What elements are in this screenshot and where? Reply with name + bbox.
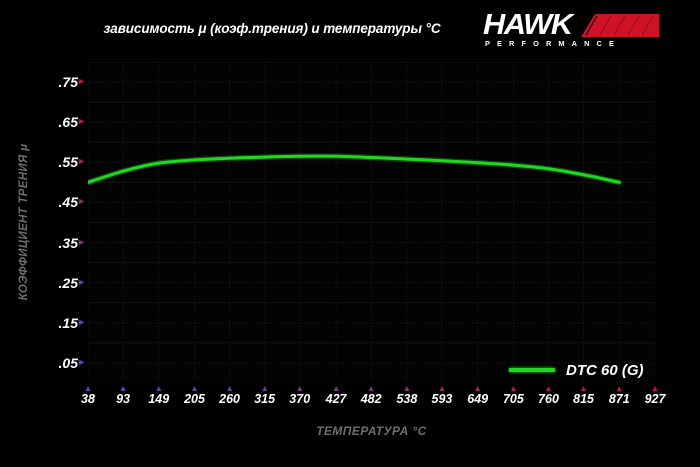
x-tick-marker: ▴ (652, 383, 658, 393)
x-tick-label: 538 (396, 392, 418, 406)
x-tick-label: 593 (431, 392, 453, 406)
x-tick-label: 482 (360, 392, 382, 406)
y-axis-tick-markers: ▸ ▸ ▸ ▸ ▸ ▸ ▸ ▸ (77, 62, 88, 383)
x-tick-marker: ▴ (156, 383, 162, 393)
x-tick-label: 370 (289, 392, 311, 406)
x-tick-marker: ▴ (333, 383, 339, 393)
y-axis-tick-labels: .75 .65 .55 .45 .35 .25 .15 .05 (32, 62, 78, 383)
x-tick-marker: ▴ (120, 383, 126, 393)
series-dtc-60-g (88, 153, 623, 186)
x-tick-label: 315 (254, 392, 276, 406)
legend-label-dtc-60-g: DTC 60 (G) (566, 361, 644, 379)
legend-swatch-dtc-60-g (509, 368, 555, 372)
x-tick-label: 149 (148, 392, 170, 406)
y-tick-marker: ▸ (78, 196, 85, 208)
x-tick-label: 427 (325, 392, 347, 406)
y-tick-label: .65 (58, 114, 78, 131)
y-tick-label: .25 (58, 274, 78, 291)
y-tick-label: .75 (58, 74, 78, 91)
y-tick-marker: ▸ (78, 356, 85, 368)
x-tick-marker: ▴ (85, 383, 91, 393)
x-tick-marker: ▴ (475, 383, 480, 393)
y-tick-label: .15 (58, 314, 78, 331)
x-tick-marker: ▴ (511, 383, 516, 393)
x-tick-marker: ▴ (192, 383, 197, 393)
x-tick-marker: ▴ (227, 383, 232, 393)
x-axis-title: ТЕМПЕРАТУРА °C (316, 424, 427, 438)
y-tick-marker: ▸ (78, 156, 85, 168)
logo-wordmark: HAWK (483, 9, 573, 41)
y-tick-marker: ▸ (78, 236, 85, 248)
x-tick-label: 38 (81, 392, 95, 406)
axis-lines (88, 62, 655, 383)
y-tick-label: .05 (58, 354, 78, 371)
y-tick-marker: ▸ (78, 76, 85, 88)
x-tick-label: 760 (538, 392, 559, 406)
x-tick-marker: ▴ (581, 383, 586, 393)
x-axis-tick-labels: 38 93 149 205 260 315 370 427 482 538 593 649 705 760… (81, 392, 665, 410)
x-tick-marker: ▴ (617, 383, 622, 393)
grid-lines (88, 62, 655, 383)
x-axis-tick-markers: ▴ ▴ ▴ ▴ ▴ ▴ ▴ ▴ ▴ ▴ ▴ ▴ ▴ ▴ ▴ ▴ ▴ (86, 383, 658, 393)
swoosh-icon (581, 14, 659, 37)
y-tick-marker: ▸ (78, 276, 85, 288)
plot-area (88, 62, 655, 383)
x-tick-label: 927 (644, 392, 666, 406)
x-tick-label: 649 (467, 392, 489, 406)
x-tick-label: 260 (219, 392, 240, 406)
x-tick-marker: ▴ (297, 383, 302, 393)
y-tick-label: .55 (58, 154, 78, 171)
x-tick-marker: ▴ (262, 383, 267, 393)
y-tick-marker: ▸ (78, 316, 85, 328)
x-tick-marker: ▴ (439, 383, 445, 393)
x-tick-label: 705 (502, 392, 524, 406)
logo-tagline: PERFORMANCE (485, 39, 621, 48)
x-tick-marker: ▴ (404, 383, 410, 393)
x-tick-label: 93 (116, 392, 131, 406)
x-tick-label: 205 (184, 392, 205, 406)
chart-legend: DTC 60 (G) (509, 361, 644, 379)
chart-title: зависимость μ (коэф.трения) и температур… (103, 21, 441, 36)
x-tick-marker: ▴ (546, 383, 551, 393)
y-tick-label: .45 (58, 194, 78, 211)
y-tick-marker: ▸ (78, 116, 85, 128)
y-tick-label: .35 (58, 234, 78, 251)
x-tick-label: 871 (608, 392, 630, 406)
hawk-logo: HAWK PERFORMANCE (483, 11, 660, 48)
y-axis-title: КОЭФФИЦИЕНТ ТРЕНИЯ μ (18, 143, 30, 301)
x-tick-marker: ▴ (368, 383, 374, 393)
x-tick-label: 815 (573, 392, 594, 406)
